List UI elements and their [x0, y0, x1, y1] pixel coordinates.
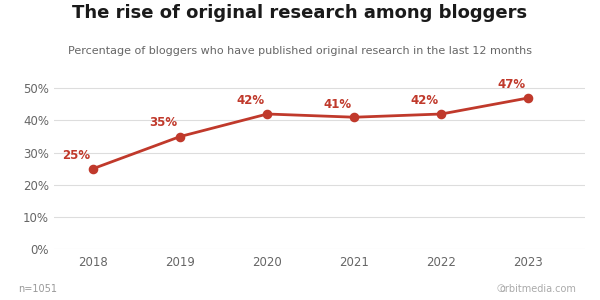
- Text: 35%: 35%: [149, 116, 178, 129]
- Point: [175, 134, 185, 139]
- Text: Percentage of bloggers who have published original research in the last 12 month: Percentage of bloggers who have publishe…: [68, 46, 532, 56]
- Point: [88, 166, 98, 171]
- Text: orbitmedia.com: orbitmedia.com: [499, 284, 576, 294]
- Point: [350, 115, 359, 120]
- Point: [437, 112, 446, 116]
- Text: 42%: 42%: [236, 94, 265, 107]
- Text: ○: ○: [497, 283, 505, 292]
- Text: n=1051: n=1051: [18, 284, 57, 294]
- Point: [524, 95, 533, 100]
- Text: 47%: 47%: [497, 78, 526, 91]
- Text: 42%: 42%: [410, 94, 439, 107]
- Point: [262, 112, 272, 116]
- Text: The rise of original research among bloggers: The rise of original research among blog…: [73, 4, 527, 22]
- Text: 41%: 41%: [323, 98, 352, 111]
- Text: 25%: 25%: [62, 148, 91, 162]
